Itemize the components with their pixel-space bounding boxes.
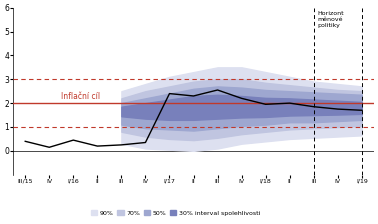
Text: Inflační cíl: Inflační cíl [61, 93, 101, 101]
Text: Horizont
měnové
politiky: Horizont měnové politiky [318, 11, 344, 28]
Legend: 90%, 70%, 50%, 30% interval spolehlivosti: 90%, 70%, 50%, 30% interval spolehlivost… [88, 208, 263, 218]
